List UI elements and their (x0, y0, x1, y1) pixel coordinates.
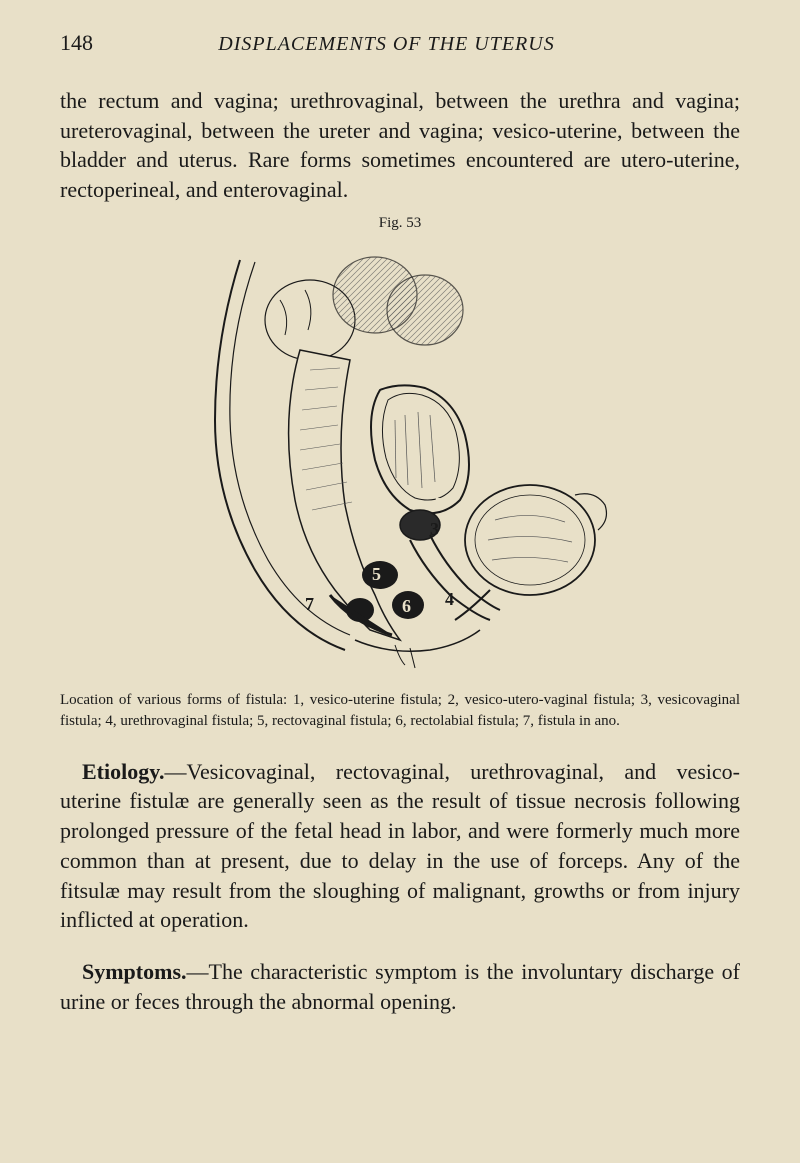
symptoms-heading: Symptoms. (82, 959, 187, 984)
figure-container: 2 3 4 5 6 7 (60, 240, 740, 680)
page-header: 148 DISPLACEMENTS OF THE UTERUS (60, 30, 740, 56)
paragraph-1: the rectum and vagina; urethrovaginal, b… (60, 86, 740, 205)
svg-text:5: 5 (372, 564, 381, 584)
chapter-title: DISPLACEMENTS OF THE UTERUS (93, 33, 680, 56)
etiology-heading: Etiology. (82, 759, 165, 784)
figure-caption: Location of various forms of fistula: 1,… (60, 690, 740, 732)
svg-text:7: 7 (305, 594, 314, 614)
symptoms-paragraph: Symptoms.—The characteristic symptom is … (60, 957, 740, 1016)
page-number: 148 (60, 30, 93, 56)
svg-text:3: 3 (430, 519, 439, 539)
figure-label: Fig. 53 (60, 215, 740, 232)
etiology-paragraph: Etiology.—Vesicovaginal, rectovaginal, u… (60, 757, 740, 935)
anatomical-diagram: 2 3 4 5 6 7 (160, 240, 640, 680)
svg-text:2: 2 (435, 484, 444, 504)
svg-text:6: 6 (402, 596, 411, 616)
etiology-text: —Vesicovaginal, rectovaginal, urethrovag… (60, 759, 740, 932)
svg-text:4: 4 (445, 589, 454, 609)
